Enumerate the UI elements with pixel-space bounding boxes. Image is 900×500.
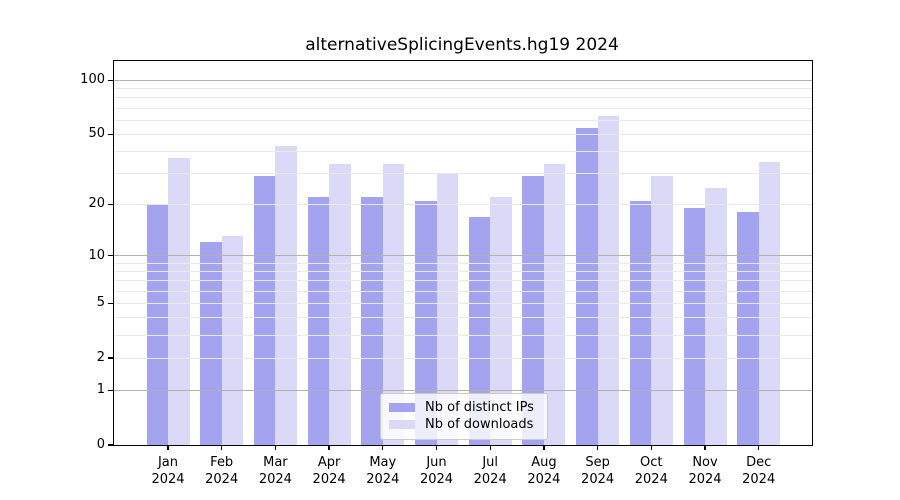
y-tick bbox=[107, 357, 113, 359]
y-tick bbox=[107, 444, 113, 446]
x-tick-label: Jan 2024 bbox=[151, 455, 185, 487]
x-tick-label: Mar 2024 bbox=[258, 455, 292, 487]
bar-downloads bbox=[382, 164, 405, 445]
y-tick bbox=[107, 133, 113, 136]
y-gridline bbox=[114, 334, 812, 336]
y-tick bbox=[107, 79, 113, 82]
y-tick bbox=[107, 203, 113, 206]
x-tick bbox=[167, 445, 169, 450]
y-gridline bbox=[114, 302, 812, 304]
y-gridline bbox=[114, 255, 812, 257]
bar-downloads bbox=[490, 197, 512, 445]
bar-distinct-ips bbox=[737, 212, 759, 445]
bar-distinct-ips bbox=[146, 204, 168, 445]
bar-distinct-ips bbox=[253, 176, 276, 445]
y-gridline bbox=[114, 97, 812, 99]
bar-distinct-ips bbox=[576, 128, 598, 445]
x-tick-label: Aug 2024 bbox=[527, 455, 561, 487]
x-tick bbox=[489, 445, 491, 450]
legend-label-downloads: Nb of downloads bbox=[425, 417, 534, 432]
x-tick-label: Feb 2024 bbox=[205, 455, 239, 487]
y-gridline bbox=[114, 357, 812, 359]
y-gridline bbox=[114, 107, 812, 109]
legend-item-distinct-ips: Nb of distinct IPs bbox=[389, 399, 539, 416]
x-tick bbox=[274, 445, 277, 450]
bar-downloads bbox=[436, 173, 458, 445]
bar-distinct-ips bbox=[629, 200, 652, 445]
x-tick bbox=[221, 445, 223, 450]
x-tick-label: Jul 2024 bbox=[473, 455, 507, 487]
y-gridline bbox=[114, 119, 812, 121]
x-tick-label: Apr 2024 bbox=[312, 455, 346, 487]
x-tick bbox=[328, 445, 330, 450]
y-tick-label: 1 bbox=[96, 382, 105, 398]
x-tick-label: Sep 2024 bbox=[581, 455, 615, 487]
bar-distinct-ips bbox=[522, 176, 544, 445]
plot-area: 0 1 2 5 10 20 50 100 Jan 2024 Feb 2024 Mar 2024 Apr 202… bbox=[80, 60, 813, 487]
legend-swatch-downloads bbox=[389, 420, 415, 429]
bar-downloads bbox=[221, 236, 244, 445]
x-tick bbox=[650, 445, 652, 450]
y-gridline bbox=[114, 151, 812, 153]
bar-distinct-ips bbox=[361, 197, 383, 445]
bar-distinct-ips bbox=[468, 216, 491, 445]
y-gridline bbox=[114, 280, 812, 282]
legend-label-distinct-ips: Nb of distinct IPs bbox=[425, 400, 534, 415]
x-tick-label: Dec 2024 bbox=[742, 455, 776, 487]
y-gridline bbox=[114, 389, 812, 391]
y-tick bbox=[107, 254, 113, 257]
x-tick-label: Oct 2024 bbox=[634, 455, 668, 487]
y-gridline bbox=[114, 262, 812, 264]
chart-title: alternativeSplicingEvents.hg19 2024 bbox=[305, 35, 619, 55]
x-tick-label: Jun 2024 bbox=[419, 455, 454, 487]
y-tick-label: 20 bbox=[88, 196, 105, 212]
y-gridline bbox=[114, 79, 812, 81]
y-gridline bbox=[114, 173, 812, 175]
x-tick bbox=[758, 445, 760, 450]
bar-downloads bbox=[651, 176, 673, 445]
y-tick bbox=[107, 389, 113, 391]
x-tick-label: Nov 2024 bbox=[688, 455, 722, 487]
y-gridline bbox=[114, 290, 812, 292]
y-gridline bbox=[114, 203, 812, 205]
bar-downloads bbox=[705, 187, 727, 445]
legend: Nb of distinct IPs Nb of downloads bbox=[380, 393, 548, 440]
bar-downloads bbox=[543, 164, 566, 445]
y-tick-label: 100 bbox=[80, 72, 105, 88]
bar-downloads bbox=[168, 157, 190, 445]
bar-distinct-ips bbox=[307, 197, 330, 445]
y-gridline bbox=[114, 133, 812, 135]
y-tick-label: 50 bbox=[88, 126, 105, 142]
y-tick-label: 5 bbox=[96, 295, 105, 311]
y-gridline bbox=[114, 270, 812, 272]
legend-item-downloads: Nb of downloads bbox=[389, 416, 539, 433]
y-gridline bbox=[114, 317, 812, 319]
bar-distinct-ips bbox=[415, 200, 437, 445]
y-tick bbox=[107, 302, 113, 305]
bar-downloads bbox=[275, 145, 297, 445]
bar-distinct-ips bbox=[200, 242, 222, 445]
x-tick bbox=[543, 445, 545, 450]
y-tick-label: 10 bbox=[88, 247, 105, 263]
x-tick-label: May 2024 bbox=[366, 455, 400, 487]
bar-downloads bbox=[329, 164, 351, 445]
y-gridline bbox=[114, 88, 812, 90]
x-tick bbox=[382, 445, 384, 450]
x-tick bbox=[435, 445, 438, 450]
bar-distinct-ips bbox=[683, 208, 705, 445]
y-tick-label: 0 bbox=[96, 437, 105, 452]
y-tick-label: 2 bbox=[96, 350, 105, 366]
x-tick bbox=[596, 445, 599, 450]
x-tick bbox=[704, 445, 706, 450]
legend-swatch-distinct-ips bbox=[389, 403, 415, 412]
